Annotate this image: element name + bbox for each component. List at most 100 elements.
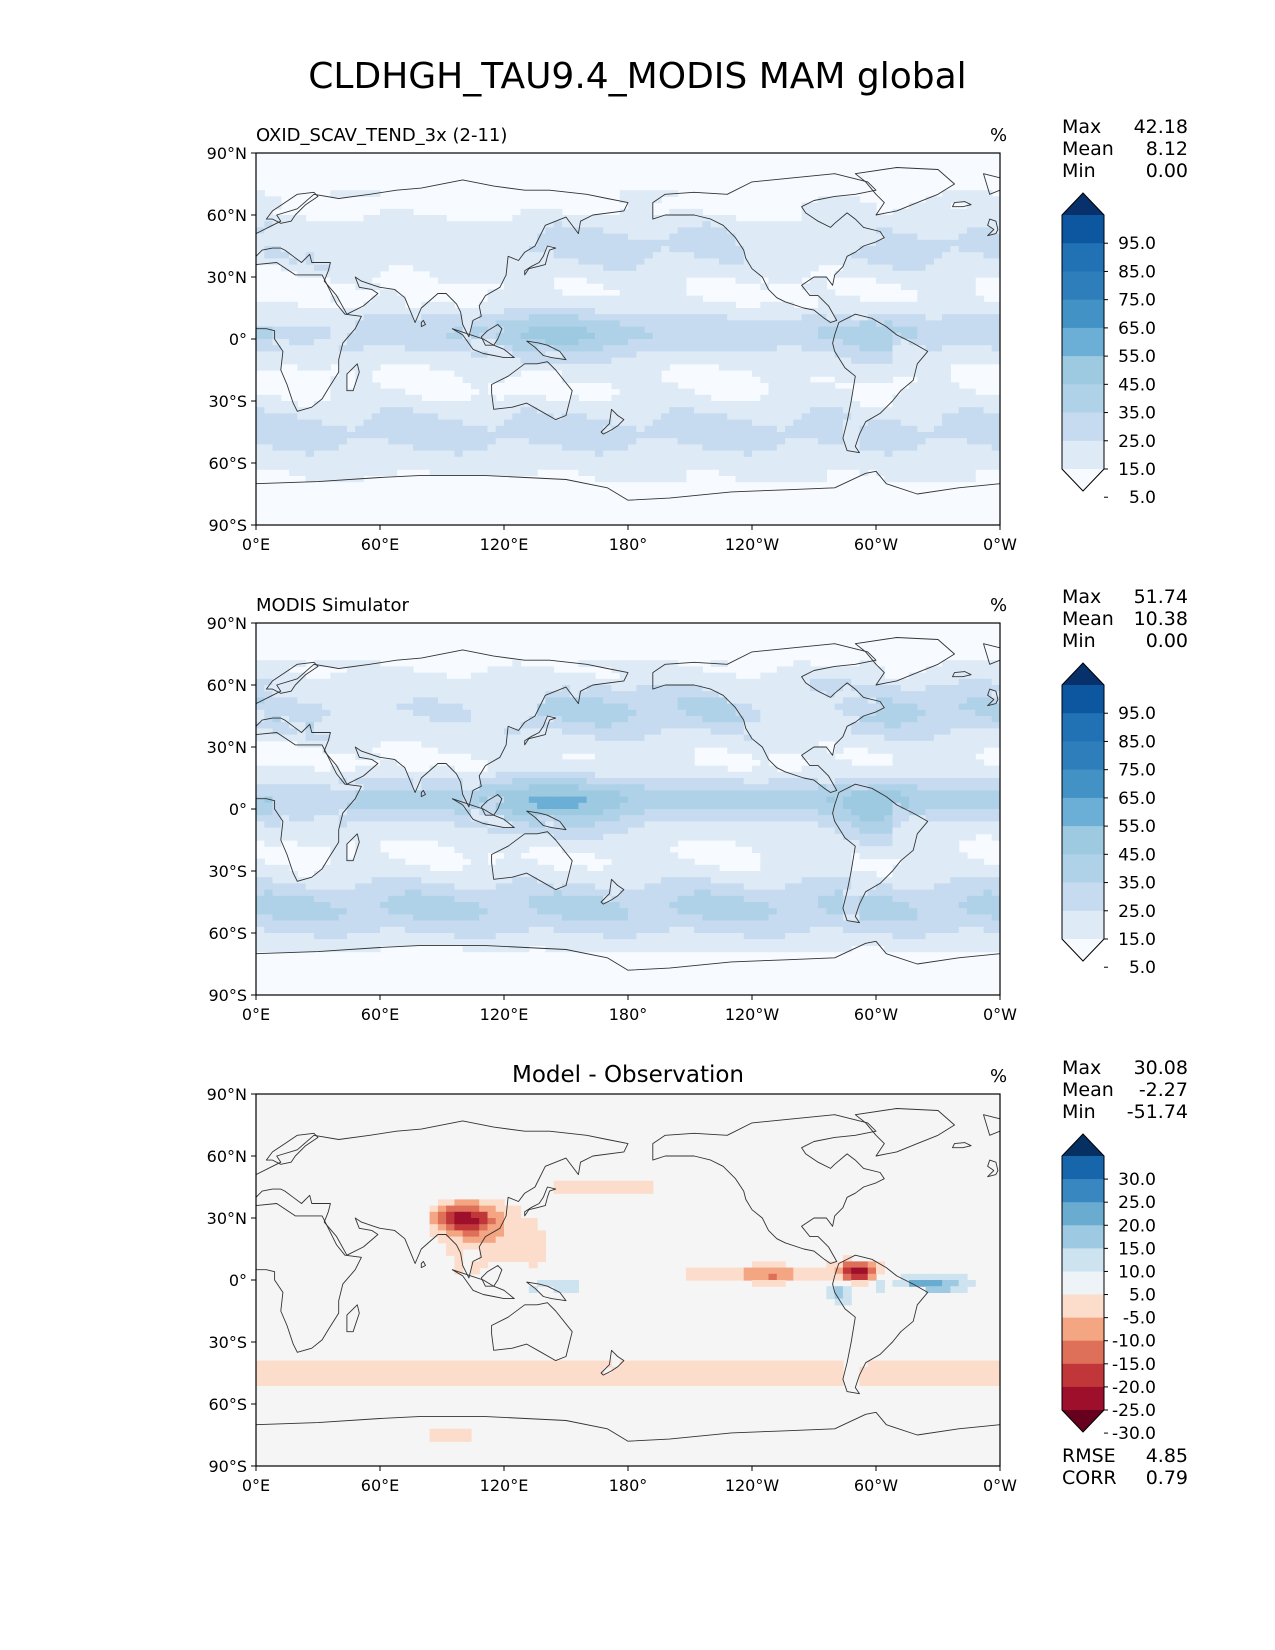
lat-tick-label: 90°S	[208, 986, 247, 1005]
lon-tick-label: 0°W	[983, 535, 1017, 554]
colorbar-tick-label: -20.0	[1112, 1378, 1156, 1398]
lon-tick-label: 120°W	[725, 1005, 780, 1024]
lon-tick-label: 0°E	[242, 1476, 270, 1495]
coastline-newguinea	[526, 340, 567, 361]
colorbar-tick-label: -15.0	[1112, 1355, 1156, 1375]
rmse-value: 4.85	[1146, 1445, 1188, 1467]
figure-title: CLDHGH_TAU9.4_MODIS MAM global	[308, 56, 967, 97]
colorbar-segment	[1062, 412, 1104, 442]
colorbar: 95.0 85.0 75.0 65.0 55.0 45.0 35.0 25.0 15.0 5.0	[1061, 192, 1156, 508]
colorbar-segment	[1062, 882, 1104, 912]
map-field	[256, 1094, 1000, 1466]
lat-tick-label: 60°S	[208, 454, 247, 473]
coastline-newguinea	[526, 810, 567, 831]
colorbar-extend-min	[1062, 469, 1104, 491]
colorbar-tick-label: 85.0	[1118, 732, 1156, 752]
corr-value: 0.79	[1146, 1467, 1188, 1489]
coastline-borneo	[480, 1265, 503, 1287]
lat-tick-label: 0°	[229, 330, 247, 349]
panel-title: Model - Observation	[512, 1062, 744, 1088]
coastline-japan	[524, 1186, 557, 1217]
colorbar-tick-label: 95.0	[1118, 234, 1156, 254]
colorbar-tick-label: 35.0	[1118, 874, 1156, 894]
colorbar: 30.0 25.0 20.0 15.0 10.0 5.0 -5.0 -10.0 -15.0 -20…	[1061, 1133, 1156, 1444]
coastline-samerica	[832, 783, 929, 924]
coastline-uk	[987, 218, 999, 237]
stat-label: Max	[1062, 116, 1101, 138]
colorbar-segment	[1062, 1386, 1104, 1411]
coastline-greenland	[854, 637, 955, 686]
colorbar-segment	[1062, 215, 1104, 244]
colorbar-tick-label: -10.0	[1112, 1332, 1156, 1352]
map-field	[256, 623, 1000, 995]
coastline-uk	[987, 1159, 999, 1178]
colorbar-segment	[1062, 271, 1104, 301]
lon-tick-label: 0°W	[983, 1476, 1017, 1495]
coastline-samerica	[832, 1254, 929, 1395]
lat-tick-label: 30°S	[208, 392, 247, 411]
coastline-iceland	[952, 1142, 972, 1149]
coastline-indonesia	[451, 1269, 515, 1300]
stat-value: 51.74	[1134, 586, 1188, 608]
coastline-alaskaisl	[983, 173, 1000, 195]
stat-label: Max	[1062, 586, 1101, 608]
lon-tick-label: 180°	[609, 535, 648, 554]
lat-tick-label: 90°S	[208, 1457, 247, 1476]
colorbar-segment	[1062, 356, 1104, 385]
coastline-eurasia	[256, 1120, 629, 1279]
lat-tick-label: 0°	[229, 800, 247, 819]
coastline-australia	[491, 831, 573, 891]
stat-label: Mean	[1062, 608, 1114, 630]
panel-difference: 0°E 60°E 120°E 180° 120°W 60°W 0°W 90°N 60°N 30°N…	[207, 1057, 1188, 1495]
colorbar-segment	[1062, 1179, 1104, 1203]
lat-tick-label: 30°S	[208, 1333, 247, 1352]
coastline-africa	[256, 262, 362, 412]
stat-label: Max	[1062, 1057, 1101, 1079]
lon-tick-label: 60°E	[361, 1476, 399, 1495]
stat-label: Mean	[1062, 138, 1114, 160]
stat-label: Min	[1062, 630, 1096, 652]
panel-test: 0°E 60°E 120°E 180° 120°W 60°W 0°W 90°N 60°N 30°N…	[207, 116, 1188, 554]
lat-tick-label: 30°N	[207, 268, 247, 287]
colorbar-tick-label: 25.0	[1118, 902, 1156, 922]
coastline-samerica	[832, 313, 929, 454]
colorbar-tick-label: 15.0	[1118, 1239, 1156, 1259]
colorbar-segment	[1062, 243, 1104, 272]
colorbar-tick-label: 65.0	[1118, 789, 1156, 809]
coastline-africa	[256, 1203, 362, 1353]
colorbar-segment	[1062, 826, 1104, 855]
colorbar-segment	[1062, 327, 1104, 357]
colorbar-tick-label: 75.0	[1118, 291, 1156, 311]
colorbar-segment	[1062, 685, 1104, 714]
coastline-newzealand	[600, 1349, 625, 1376]
colorbar-extend-min	[1062, 939, 1104, 961]
lat-tick-label: 90°N	[207, 144, 247, 163]
stat-label: Min	[1062, 1101, 1096, 1123]
coastline-japan	[524, 245, 557, 276]
lat-tick-label: 90°S	[208, 516, 247, 535]
coastline-borneo	[480, 794, 503, 816]
coastline-eurasia	[256, 179, 629, 338]
colorbar-extend-max	[1062, 663, 1104, 685]
stat-value: 42.18	[1134, 116, 1188, 138]
colorbar-tick-label: 20.0	[1118, 1216, 1156, 1236]
coastlines	[256, 637, 1000, 995]
lon-tick-label: 60°W	[854, 1005, 898, 1024]
rmse-label: RMSE	[1062, 1445, 1116, 1467]
coastline-iceland	[952, 201, 972, 208]
panel-title: OXID_SCAV_TEND_3x (2-11)	[256, 125, 507, 146]
colorbar-segment	[1062, 910, 1104, 940]
coastline-japan	[524, 715, 557, 746]
colorbar-segment	[1062, 1317, 1104, 1342]
lat-tick-label: 0°	[229, 1271, 247, 1290]
lat-tick-label: 90°N	[207, 1085, 247, 1104]
coastline-antarctica	[256, 940, 1000, 995]
coastline-alaskaisl	[983, 643, 1000, 665]
colorbar-tick-label: 5.0	[1129, 958, 1156, 978]
lon-tick-label: 0°W	[983, 1005, 1017, 1024]
lon-tick-label: 120°W	[725, 535, 780, 554]
colorbar-tick-label: 35.0	[1118, 404, 1156, 424]
colorbar-tick-label: -25.0	[1112, 1401, 1156, 1421]
colorbar-tick-label: 30.0	[1118, 1170, 1156, 1190]
stat-value: -2.27	[1139, 1079, 1188, 1101]
